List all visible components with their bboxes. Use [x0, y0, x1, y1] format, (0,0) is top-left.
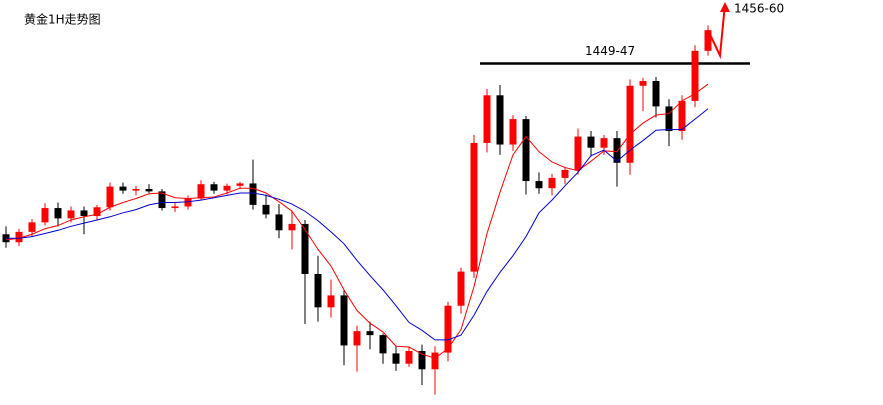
candle-body	[353, 331, 361, 346]
candle-body	[392, 353, 400, 364]
candle-body	[431, 352, 439, 370]
candle-body	[340, 295, 348, 346]
candle-body	[509, 119, 517, 145]
candle-body	[54, 208, 62, 219]
candle-body	[132, 189, 140, 191]
candle-body	[470, 142, 478, 272]
candle-body	[665, 106, 673, 132]
candle-body	[314, 273, 322, 308]
candle-body	[561, 169, 569, 178]
candle-body	[366, 331, 374, 336]
candle-body	[613, 138, 621, 163]
candle-body	[652, 81, 660, 107]
candle-body	[67, 210, 75, 219]
candle-body	[535, 181, 543, 189]
candle-body	[210, 184, 218, 191]
resistance-label: 1449-47	[585, 44, 635, 58]
candle-body	[197, 184, 205, 199]
candle-body	[301, 223, 309, 274]
candle-body	[41, 208, 49, 223]
candle-body	[249, 183, 257, 205]
candle-body	[418, 351, 426, 370]
candle-body	[626, 85, 634, 163]
candle-body	[145, 189, 153, 192]
ma-line	[6, 108, 709, 341]
candle-body	[106, 186, 114, 208]
candle-body	[288, 223, 296, 231]
candle-body	[275, 214, 283, 231]
candle-body	[119, 186, 127, 191]
candle-body	[496, 95, 504, 145]
candle-body	[600, 138, 608, 148]
candle-body	[184, 198, 192, 207]
projection-arrowhead	[720, 1, 730, 12]
candle-body	[639, 81, 647, 86]
candle-body	[548, 177, 556, 189]
projection-label: 1456-60	[734, 1, 784, 15]
candle-body	[444, 305, 452, 353]
candle-body	[405, 351, 413, 364]
candle-body	[236, 183, 244, 186]
candle-body	[28, 222, 36, 232]
projection-line	[707, 3, 726, 60]
candle-body	[587, 136, 595, 148]
candle-body	[457, 271, 465, 306]
candle-body	[158, 191, 166, 209]
candle-body	[171, 206, 179, 209]
chart-title: 黄金1H走势图	[24, 12, 101, 27]
candle-body	[223, 185, 231, 191]
candle-body	[691, 50, 699, 101]
candle-body	[15, 231, 23, 243]
candle-body	[327, 295, 335, 308]
ma-line	[5, 83, 709, 359]
candle-body	[678, 100, 686, 132]
candle-body	[704, 30, 712, 51]
candle-body	[80, 210, 88, 216]
candle-body	[93, 207, 101, 216]
candle-body	[262, 204, 270, 215]
candle-body	[574, 136, 582, 170]
candle-body	[522, 119, 530, 182]
candle-body	[379, 335, 387, 354]
candle-body	[483, 95, 491, 143]
